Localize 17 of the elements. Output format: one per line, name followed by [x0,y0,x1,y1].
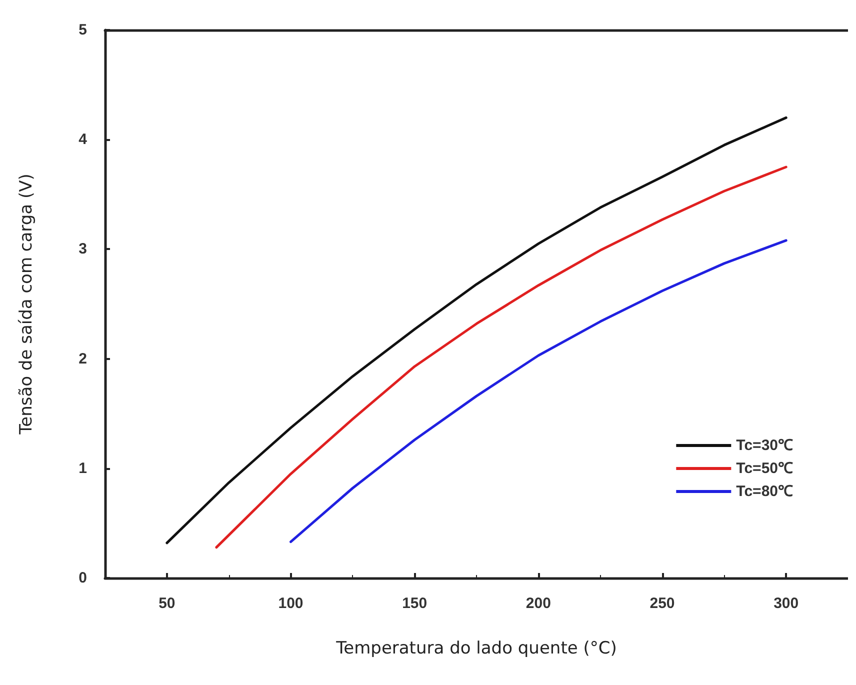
legend-label: Tc=30℃ [736,437,794,454]
x-axis-title: Temperatura do lado quente (°C) [335,638,617,658]
legend-label: Tc=50℃ [736,460,794,477]
y-tick-label: 4 [78,131,88,148]
x-tick-label: 100 [278,595,304,612]
y-tick-label: 1 [78,460,87,477]
y-tick-label: 2 [78,350,87,368]
y-tick-label: 0 [78,570,87,586]
legend-label: Tc=80℃ [736,483,794,500]
x-tick-label: 50 [158,595,176,612]
x-tick-label: 200 [526,595,551,612]
y-tick-label: 5 [78,22,87,38]
x-tick-label: 150 [402,595,428,612]
x-tick-label: 300 [774,595,799,612]
x-tick-label: 250 [650,595,675,612]
y-tick-label: 3 [78,240,87,258]
y-axis-title: Tensão de saída com carga (V) [16,174,36,436]
